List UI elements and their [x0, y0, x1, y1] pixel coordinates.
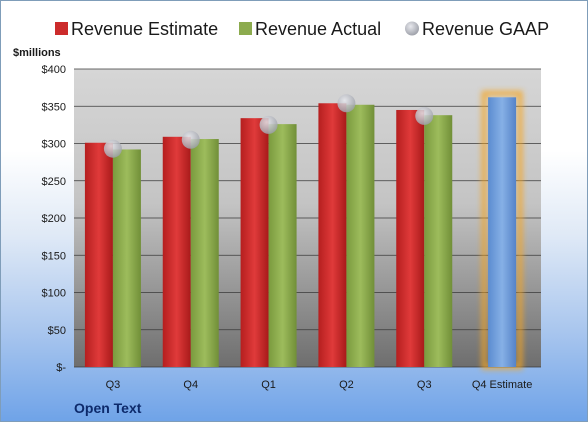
- y-tick-label: $400: [42, 64, 66, 76]
- y-tick-label: $100: [42, 288, 66, 300]
- legend-swatch-gaap: [405, 21, 419, 36]
- bar-revenue-actual: [346, 104, 375, 367]
- bar-revenue-actual: [424, 115, 453, 367]
- bars: [84, 90, 523, 370]
- company-name: Open Text: [74, 400, 142, 416]
- legend-label-gaap: Revenue GAAP: [422, 19, 549, 39]
- bar-revenue-estimate: [162, 136, 191, 367]
- y-tick-label: $250: [42, 176, 66, 188]
- y-tick-label: $-: [56, 362, 66, 374]
- legend-swatch-actual: [239, 22, 252, 35]
- y-tick-label: $300: [42, 139, 66, 151]
- gaap-marker: [415, 106, 434, 125]
- x-axis-ticks: Q3 Q4 Q1 Q2 Q3 Q4 Estimate: [106, 379, 533, 391]
- gaap-marker: [337, 94, 356, 113]
- bar-revenue-actual: [112, 149, 141, 367]
- legend-label-actual: Revenue Actual: [255, 19, 381, 39]
- x-tick-label: Q3: [417, 379, 432, 391]
- x-tick-label: Q2: [339, 379, 354, 391]
- bar-revenue-actual: [268, 124, 297, 367]
- y-tick-label: $50: [48, 325, 66, 337]
- bar-q4-estimate: [488, 97, 517, 367]
- legend-label-estimate: Revenue Estimate: [71, 19, 218, 39]
- x-tick-label: Q4: [183, 379, 198, 391]
- legend: Revenue Estimate Revenue Actual Revenue …: [55, 19, 549, 39]
- bar-revenue-actual: [190, 139, 219, 367]
- gaap-marker: [259, 115, 278, 134]
- gaap-marker: [181, 130, 200, 149]
- gridlines: [74, 68, 541, 368]
- legend-swatch-estimate: [55, 22, 68, 35]
- y-tick-label: $350: [42, 101, 66, 113]
- bar-revenue-estimate: [240, 118, 269, 367]
- x-tick-label: Q4 Estimate: [472, 379, 533, 391]
- y-tick-label: $150: [42, 250, 66, 262]
- bar-revenue-estimate: [318, 103, 347, 368]
- x-tick-label: Q3: [106, 379, 121, 391]
- y-tick-label: $200: [42, 213, 66, 225]
- y-axis-ticks: $- $50 $100 $150 $200 $250 $300 $350 $400: [42, 64, 67, 374]
- y-unit-label: $millions: [13, 47, 61, 59]
- x-tick-label: Q1: [261, 379, 276, 391]
- bar-revenue-estimate: [396, 109, 425, 367]
- gaap-marker: [103, 139, 122, 158]
- bar-revenue-estimate: [84, 142, 113, 367]
- gaap-markers: [103, 94, 434, 158]
